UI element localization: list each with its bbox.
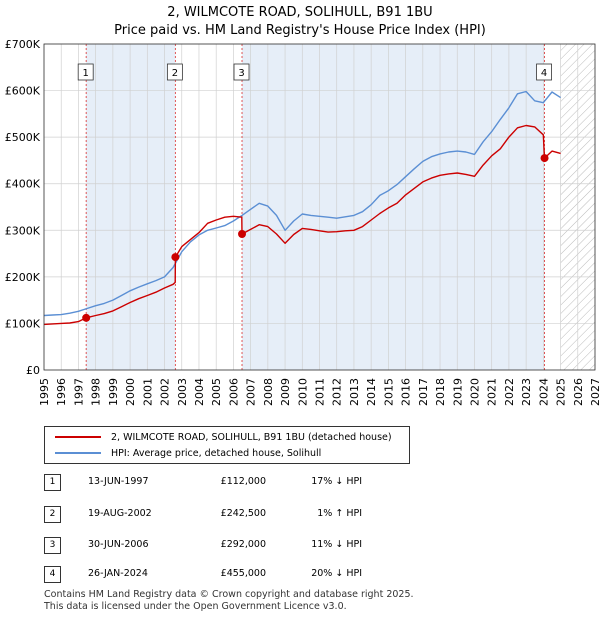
- sale-point: [82, 313, 91, 322]
- sale-date: 13-JUN-1997: [88, 476, 149, 487]
- sale-label-number: 2: [172, 68, 178, 79]
- sale-point: [540, 154, 549, 163]
- x-tick-label: 2027: [589, 378, 600, 406]
- footer-attribution: Contains HM Land Registry data © Crown c…: [44, 589, 414, 613]
- x-tick-label: 2025: [555, 378, 568, 406]
- sale-date: 30-JUN-2006: [88, 539, 149, 550]
- y-tick-label: £100K: [5, 317, 41, 330]
- x-tick-label: 2002: [159, 378, 172, 406]
- y-tick-label: £200K: [5, 271, 41, 284]
- sale-hpi-diff: 20% ↓ HPI: [311, 568, 362, 579]
- x-tick-label: 2007: [245, 378, 258, 406]
- sale-price: £112,000: [220, 476, 266, 487]
- sale-row: 3 30-JUN-2006 £292,000 11% ↓ HPI: [44, 537, 444, 555]
- x-tick-label: 2000: [124, 378, 137, 406]
- sale-label-box: 1: [77, 63, 94, 81]
- chart-title: 2, WILMCOTE ROAD, SOLIHULL, B91 1BU Pric…: [0, 4, 600, 40]
- legend-item-hpi: HPI: Average price, detached house, Soli…: [45, 445, 321, 461]
- y-tick-label: £300K: [5, 224, 41, 237]
- sale-label-number: 4: [541, 68, 547, 79]
- sale-label-rect: [77, 63, 94, 81]
- x-tick-label: 2014: [365, 378, 378, 406]
- sale-row: 1 13-JUN-1997 £112,000 17% ↓ HPI: [44, 474, 444, 492]
- legend-item-price: 2, WILMCOTE ROAD, SOLIHULL, B91 1BU (det…: [45, 429, 392, 445]
- series-line-price: [43, 124, 561, 326]
- y-tick-label: £700K: [5, 38, 41, 51]
- sale-label-rect: [233, 63, 250, 81]
- x-tick-label: 2003: [176, 378, 189, 406]
- sale-label-box: 3: [233, 63, 250, 81]
- sale-label-number: 1: [82, 68, 88, 79]
- x-tick-label: 2011: [314, 378, 327, 406]
- x-tick-label: 1995: [38, 378, 51, 406]
- legend-swatch-hpi: [55, 452, 101, 454]
- y-tick-label: £0: [26, 364, 40, 377]
- x-tick-label: 2021: [486, 378, 499, 406]
- x-tick-label: 2020: [468, 378, 481, 406]
- sale-label-number: 3: [238, 68, 244, 79]
- x-tick-label: 2023: [520, 378, 533, 406]
- sale-hpi-diff: 17% ↓ HPI: [311, 476, 362, 487]
- x-tick-label: 2019: [451, 378, 464, 406]
- x-tick-label: 2001: [141, 378, 154, 406]
- sale-point: [171, 253, 180, 262]
- chart-title-line1: 2, WILMCOTE ROAD, SOLIHULL, B91 1BU: [167, 5, 433, 20]
- sale-row: 2 19-AUG-2002 £242,500 1% ↑ HPI: [44, 506, 444, 524]
- x-tick-label: 2016: [400, 378, 413, 406]
- legend-label-hpi: HPI: Average price, detached house, Soli…: [111, 447, 322, 459]
- x-tick-label: 2012: [331, 378, 344, 406]
- footer-line1: Contains HM Land Registry data © Crown c…: [44, 589, 414, 600]
- x-tick-label: 2006: [227, 378, 240, 406]
- x-tick-label: 2005: [210, 378, 223, 406]
- price-chart: 1 2 3 4 £0 £100K £200K £300K £400K £500K £600K £700…: [5, 38, 600, 406]
- series-line-hpi: [43, 90, 561, 317]
- x-tick-label: 2026: [572, 378, 585, 406]
- x-tick-label: 1999: [107, 378, 120, 406]
- sale-number-badge: 4: [44, 566, 61, 583]
- x-tick-label: 2024: [537, 378, 550, 406]
- y-tick-label: £500K: [5, 131, 41, 144]
- x-tick-label: 1997: [72, 378, 85, 406]
- sale-row: 4 26-JAN-2024 £455,000 20% ↓ HPI: [44, 566, 444, 584]
- sale-number-badge: 2: [44, 506, 61, 523]
- x-tick-label: 2015: [382, 378, 395, 406]
- sale-label-rect: [166, 63, 183, 81]
- x-tick-label: 2022: [503, 378, 516, 406]
- x-tick-label: 1998: [90, 378, 103, 406]
- sale-label-box: 2: [166, 63, 183, 81]
- ownership-shade: [242, 44, 545, 370]
- sale-date: 19-AUG-2002: [88, 508, 152, 519]
- x-tick-label: 2008: [262, 378, 275, 406]
- legend-label-price: 2, WILMCOTE ROAD, SOLIHULL, B91 1BU (det…: [111, 431, 392, 443]
- plot-border: [43, 43, 596, 371]
- sale-price: £455,000: [220, 568, 266, 579]
- sale-price: £292,000: [220, 539, 266, 550]
- sale-label-rect: [536, 63, 552, 81]
- footer-line2: This data is licensed under the Open Gov…: [44, 601, 347, 612]
- x-tick-label: 2017: [417, 378, 430, 406]
- sale-label-box: 4: [536, 63, 552, 81]
- y-tick-label: £600K: [5, 85, 41, 98]
- x-tick-label: 2010: [296, 378, 309, 406]
- sale-hpi-diff: 11% ↓ HPI: [311, 539, 362, 550]
- legend-swatch-price: [55, 436, 101, 438]
- chart-title-line2: Price paid vs. HM Land Registry's House …: [114, 23, 486, 38]
- sale-date: 26-JAN-2024: [88, 568, 148, 579]
- x-tick-label: 2004: [193, 378, 206, 406]
- x-tick-label: 2018: [434, 378, 447, 406]
- x-tick-label: 2009: [279, 378, 292, 406]
- y-tick-label: £400K: [5, 178, 41, 191]
- sale-number-badge: 1: [44, 474, 61, 491]
- sale-hpi-diff: 1% ↑ HPI: [317, 508, 362, 519]
- sale-number-badge: 3: [44, 537, 61, 554]
- ownership-shade: [86, 44, 176, 370]
- chart-legend: 2, WILMCOTE ROAD, SOLIHULL, B91 1BU (det…: [44, 426, 410, 464]
- x-tick-label: 1996: [55, 378, 68, 406]
- sale-point: [238, 230, 247, 239]
- sale-price: £242,500: [220, 508, 266, 519]
- x-tick-label: 2013: [348, 378, 361, 406]
